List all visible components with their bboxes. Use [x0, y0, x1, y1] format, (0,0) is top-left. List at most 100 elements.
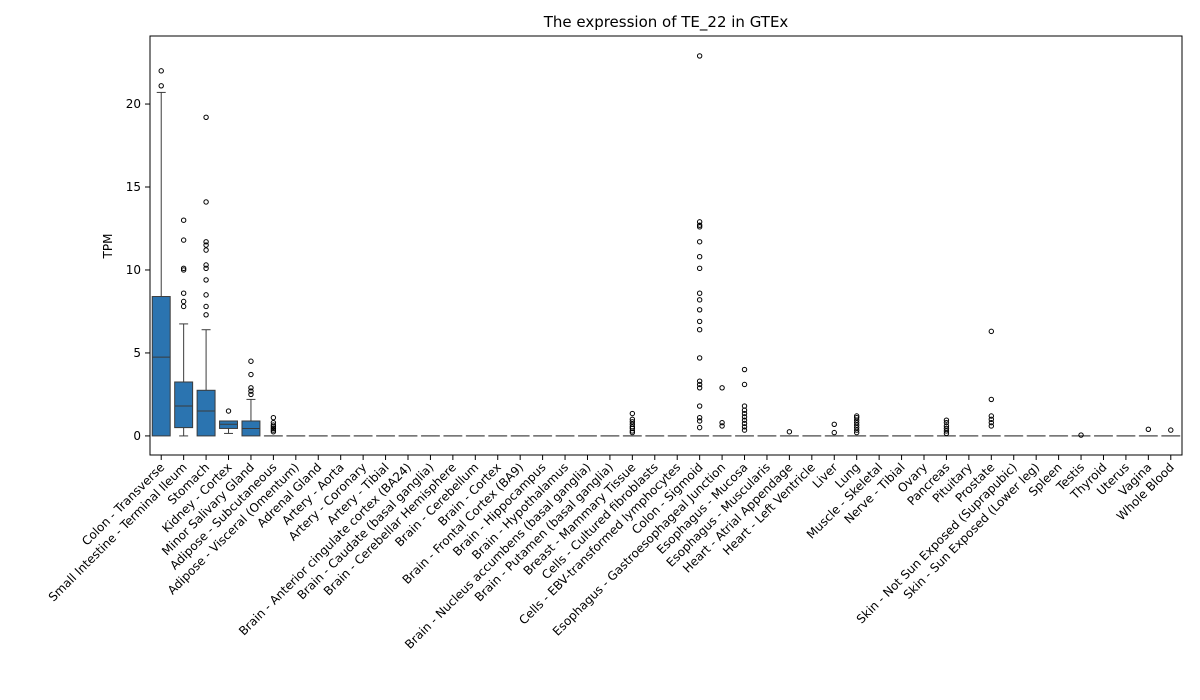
outlier-point	[943, 428, 950, 434]
y-axis-label: TPM	[101, 234, 115, 260]
outlier-point	[853, 413, 860, 419]
y-axis: 0 5 10 15 20	[126, 97, 150, 443]
box-group	[151, 68, 171, 437]
outlier-point	[158, 68, 164, 74]
outlier-point	[741, 410, 748, 417]
box-group	[712, 385, 732, 437]
outlier-point	[696, 239, 703, 245]
outlier-point	[741, 427, 748, 433]
outlier-point	[943, 419, 950, 426]
box-group	[1161, 427, 1181, 437]
y-tick-label: 5	[133, 346, 141, 360]
outlier-point	[180, 290, 187, 296]
outlier-point	[270, 425, 277, 432]
outlier-point	[741, 414, 748, 420]
outlier-point	[203, 242, 209, 248]
outlier-point	[203, 262, 209, 268]
outlier-point	[203, 247, 209, 253]
box	[174, 381, 194, 429]
outlier-point	[180, 237, 187, 243]
box-group	[779, 429, 799, 437]
outlier-point	[853, 419, 860, 426]
outlier-point	[696, 414, 703, 421]
outlier-point	[1168, 427, 1174, 433]
box-group	[241, 358, 261, 437]
box	[151, 296, 171, 437]
outlier-point	[629, 419, 636, 425]
outlier-point	[696, 254, 703, 260]
outlier-point	[741, 403, 748, 409]
outlier-point	[988, 328, 995, 335]
outlier-point	[988, 396, 995, 403]
y-tick-label: 0	[133, 429, 141, 443]
outlier-point	[853, 414, 860, 421]
box	[196, 389, 216, 437]
outlier-point	[203, 312, 209, 318]
outlier-point	[248, 358, 254, 364]
outlier-point	[629, 424, 636, 430]
outlier-point	[203, 303, 209, 310]
outlier-point	[248, 371, 254, 378]
outlier-point	[853, 424, 860, 431]
outlier-point	[786, 429, 793, 435]
outlier-point	[248, 385, 254, 391]
box-group	[735, 366, 754, 437]
outlier-point	[943, 430, 950, 437]
outlier-point	[696, 418, 703, 424]
outlier-point	[696, 224, 703, 230]
outlier-point	[988, 413, 995, 419]
outlier-point	[741, 424, 748, 430]
outlier-point	[853, 427, 860, 433]
outlier-point	[270, 422, 277, 428]
outlier-point	[988, 419, 995, 426]
outlier-point	[696, 307, 703, 313]
box-group	[824, 421, 844, 437]
outlier-point	[988, 423, 995, 429]
outlier-point	[741, 420, 748, 427]
outlier-point	[696, 222, 703, 228]
outlier-point	[180, 267, 187, 273]
outlier-point	[696, 219, 703, 225]
outlier-point	[180, 217, 187, 223]
box-group	[981, 328, 1001, 437]
outlier-point	[248, 391, 254, 398]
outlier-point	[1078, 432, 1084, 438]
outlier-point	[696, 381, 703, 388]
outlier-point	[270, 429, 277, 435]
plot-frame	[149, 35, 1183, 456]
box-group	[219, 408, 238, 434]
outlier-point	[203, 199, 209, 205]
outlier-point	[988, 416, 995, 423]
outlier-point	[203, 239, 209, 245]
outlier-point	[203, 292, 209, 298]
outlier-point	[696, 265, 703, 272]
outlier-point	[719, 385, 725, 391]
outlier-point	[696, 327, 703, 333]
outlier-point	[741, 417, 748, 423]
y-tick-label: 20	[126, 97, 141, 111]
outlier-point	[741, 381, 748, 388]
outlier-point	[696, 290, 703, 296]
outlier-point	[629, 421, 636, 428]
outlier-point	[696, 318, 703, 325]
chart-title: The expression of TE_22 in GTEx	[543, 13, 789, 32]
outlier-point	[180, 265, 187, 272]
outlier-point	[853, 429, 860, 436]
outlier-point	[831, 421, 837, 428]
outlier-point	[719, 423, 725, 429]
box-group	[196, 114, 216, 437]
outlier-point	[853, 422, 860, 428]
outlier-point	[248, 388, 254, 394]
outlier-point	[180, 303, 187, 310]
box-group	[263, 414, 283, 437]
outlier-point	[943, 423, 950, 429]
box-group	[174, 217, 194, 437]
outlier-point	[629, 410, 636, 417]
outlier-point	[629, 416, 636, 423]
plot-area	[151, 53, 1181, 438]
y-tick-label: 15	[126, 180, 141, 194]
box-group	[936, 417, 956, 437]
y-tick-label: 10	[126, 263, 141, 277]
outlier-point	[696, 355, 703, 361]
